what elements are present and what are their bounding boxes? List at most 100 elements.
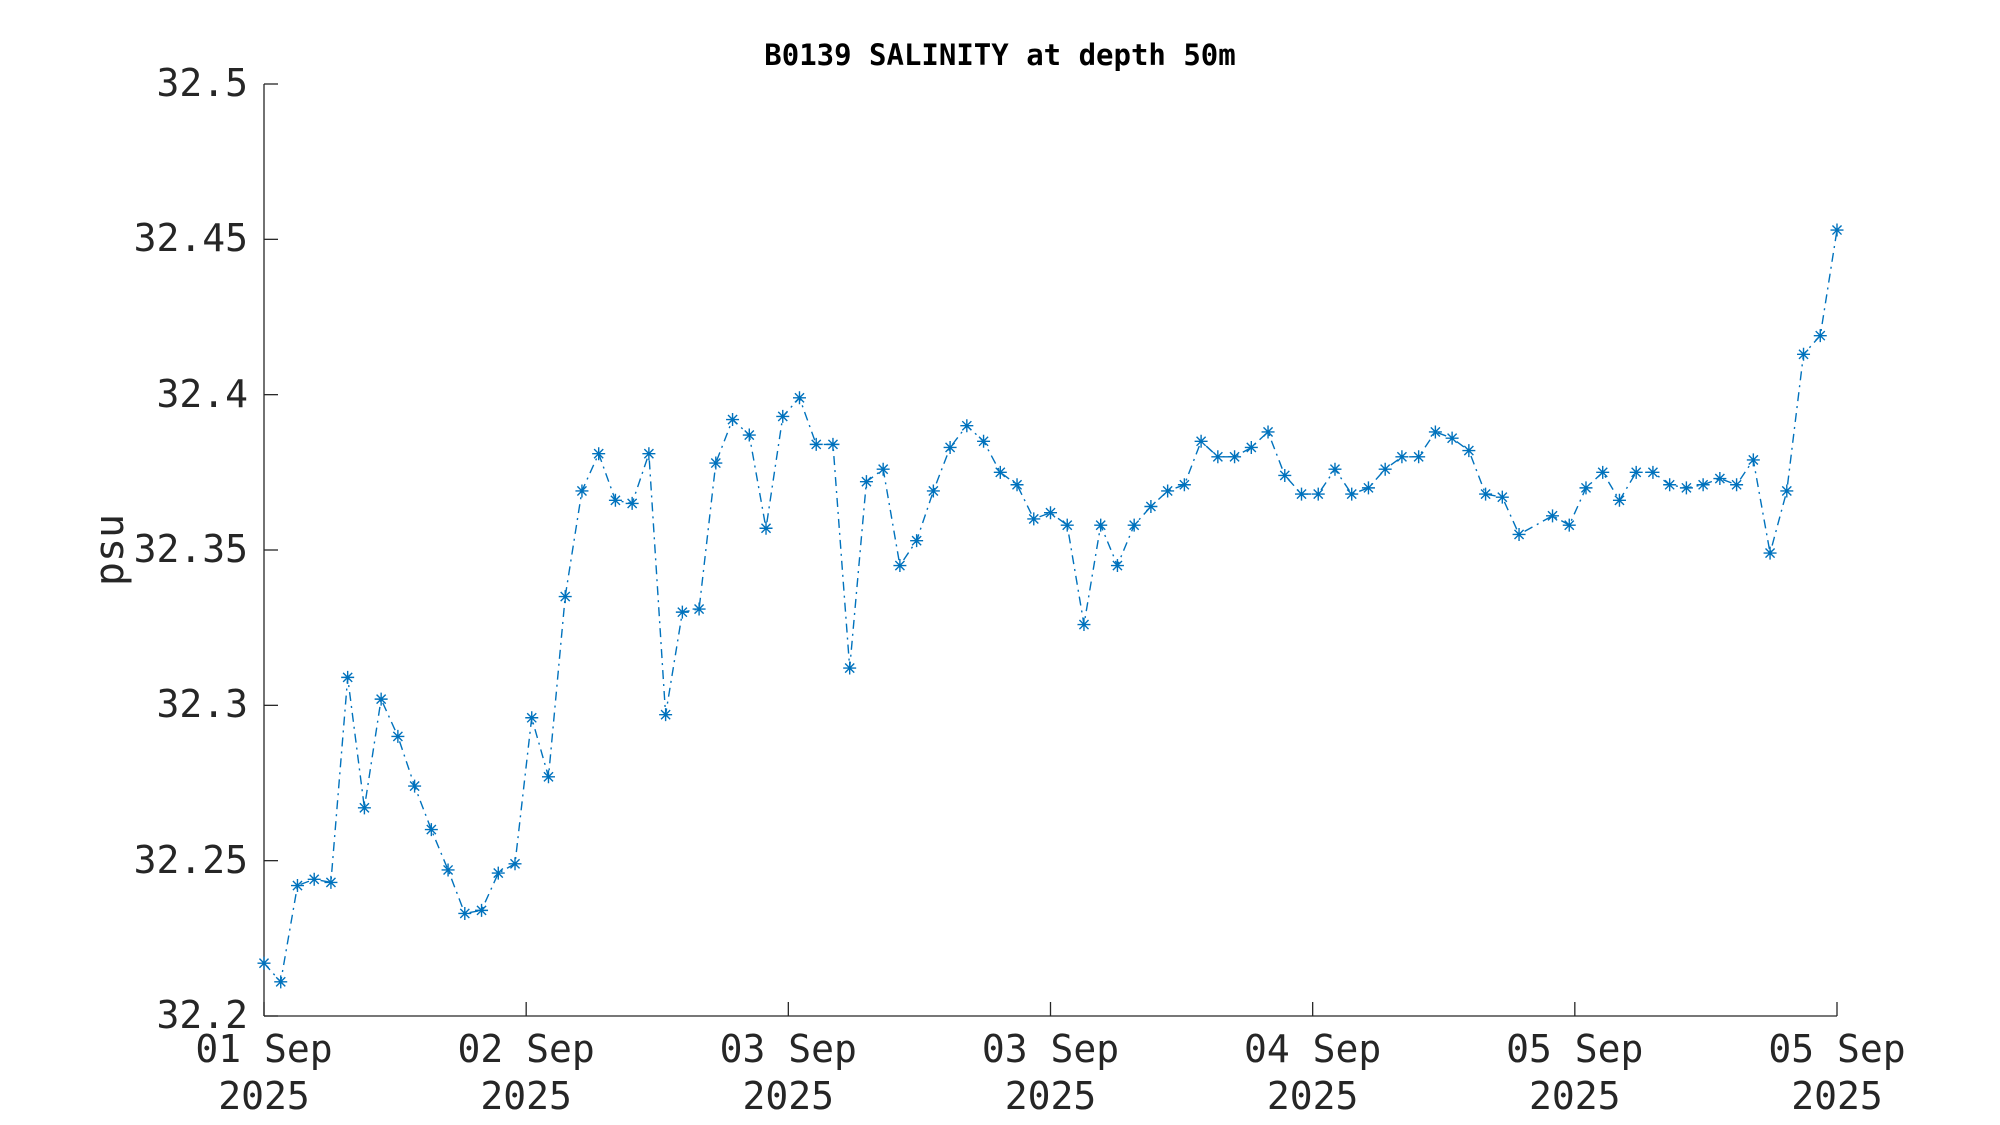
data-point <box>1663 478 1677 492</box>
data-point <box>1412 450 1426 464</box>
x-tick-label: 04 Sep 2025 <box>1244 1027 1382 1118</box>
data-point <box>1445 431 1459 445</box>
data-point <box>1295 487 1309 501</box>
data-point <box>1328 462 1342 476</box>
data-point <box>592 447 606 461</box>
data-point <box>1060 518 1074 532</box>
data-point <box>324 875 338 889</box>
data-point <box>1110 559 1124 573</box>
data-point <box>859 475 873 489</box>
data-point <box>1512 527 1526 541</box>
data-point <box>1244 440 1258 454</box>
data-point <box>1679 481 1693 495</box>
data-point <box>1361 481 1375 495</box>
data-point <box>1746 453 1760 467</box>
data-point <box>1579 481 1593 495</box>
data-point <box>1830 223 1844 237</box>
data-point <box>742 428 756 442</box>
data-point <box>307 872 321 886</box>
data-point <box>257 956 271 970</box>
data-point <box>759 521 773 535</box>
data-point <box>1713 472 1727 486</box>
data-point <box>1278 468 1292 482</box>
data-point <box>1311 487 1325 501</box>
data-point <box>525 711 539 725</box>
data-point <box>675 605 689 619</box>
data-point <box>541 770 555 784</box>
data-point <box>290 879 304 893</box>
data-point <box>1612 493 1626 507</box>
data-point <box>943 440 957 454</box>
data-point <box>441 863 455 877</box>
data-point <box>458 906 472 920</box>
data-point <box>558 590 572 604</box>
data-point <box>1495 490 1509 504</box>
data-point <box>1345 487 1359 501</box>
data-point <box>1378 462 1392 476</box>
data-point <box>1194 434 1208 448</box>
data-point <box>1813 329 1827 343</box>
y-tick-label: 32.4 <box>156 371 248 416</box>
data-point <box>1127 518 1141 532</box>
y-tick-label: 32.3 <box>156 682 248 727</box>
data-point <box>357 801 371 815</box>
x-tick-label: 03 Sep 2025 <box>981 1027 1120 1118</box>
data-point <box>1261 425 1275 439</box>
data-point <box>608 493 622 507</box>
data-point <box>910 534 924 548</box>
data-point <box>826 437 840 451</box>
data-point <box>1696 478 1710 492</box>
data-point <box>726 413 740 427</box>
data-point <box>659 708 673 722</box>
data-point <box>1629 465 1643 479</box>
data-point <box>1797 347 1811 361</box>
data-line <box>263 229 1838 984</box>
data-point <box>993 465 1007 479</box>
chart-title: B0139 SALINITY at depth 50m <box>764 38 1236 72</box>
y-tick-label: 32.35 <box>133 527 248 571</box>
data-point <box>1479 487 1493 501</box>
data-point <box>1027 512 1041 526</box>
data-point <box>692 602 706 616</box>
data-point <box>1211 450 1225 464</box>
data-point <box>391 729 405 743</box>
x-tick-label: 01 Sep 2025 <box>195 1027 333 1118</box>
data-point <box>709 456 723 470</box>
y-tick-label: 32.2 <box>156 993 248 1037</box>
data-point <box>776 409 790 423</box>
data-point <box>1395 450 1409 464</box>
data-point <box>1780 484 1794 498</box>
x-tick-label: 02 Sep 2025 <box>457 1027 595 1118</box>
data-point <box>1596 465 1610 479</box>
data-point <box>843 661 857 675</box>
data-point <box>491 866 505 880</box>
data-point <box>1177 478 1191 492</box>
data-point <box>1094 518 1108 532</box>
y-tick-label: 32.5 <box>156 61 248 105</box>
data-point <box>1763 546 1777 560</box>
x-tick-label: 05 Sep 2025 <box>1506 1027 1644 1118</box>
data-point <box>977 434 991 448</box>
data-point <box>1228 450 1242 464</box>
data-point <box>408 779 422 793</box>
data-point <box>960 419 974 433</box>
data-point <box>1562 518 1576 532</box>
data-point <box>1161 484 1175 498</box>
data-point <box>1010 478 1024 492</box>
data-point <box>1730 478 1744 492</box>
data-point <box>341 670 355 684</box>
data-point <box>274 975 288 989</box>
data-point <box>809 437 823 451</box>
data-point <box>374 692 388 706</box>
x-tick-label: 05 Sep 2025 <box>1768 1027 1906 1118</box>
data-point <box>1044 506 1057 520</box>
y-tick-label: 32.25 <box>133 837 248 882</box>
data-point <box>625 496 639 510</box>
data-point <box>792 391 806 405</box>
x-tick-label: 03 Sep 2025 <box>719 1027 857 1118</box>
data-point <box>642 447 656 461</box>
data-point <box>926 484 940 498</box>
data-point <box>508 857 522 871</box>
